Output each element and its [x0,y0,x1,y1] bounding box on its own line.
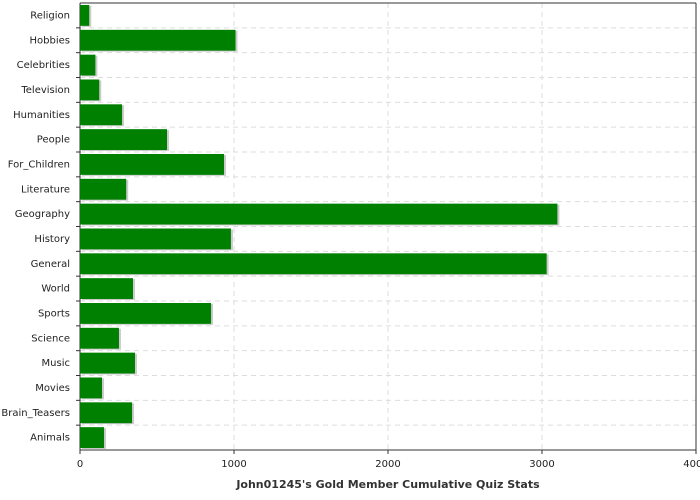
y-tick-label: World [41,284,70,295]
bar [80,79,100,101]
y-tick-label: Brain_Teasers [1,408,70,419]
bar [80,377,103,399]
x-tick-label: 2000 [375,459,400,470]
x-tick-label: 1000 [221,459,246,470]
chart-title: John01245's Gold Member Cumulative Quiz … [235,478,540,491]
bar [80,302,212,324]
bar [80,4,90,26]
bar [80,104,123,126]
x-tick-label: 3000 [529,459,554,470]
bar [80,129,168,151]
y-tick-label: Music [42,358,70,369]
x-tick-label: 0 [77,459,83,470]
y-tick-label: Sports [38,308,70,319]
bar [80,228,231,250]
bar [80,402,133,424]
y-tick-label: Humanities [13,110,70,121]
y-tick-label: Geography [15,209,70,220]
y-tick-label: Literature [21,184,70,195]
bar [80,178,127,200]
bar [80,278,133,300]
y-tick-label: Celebrities [17,60,70,71]
y-tick-label: For_Children [8,159,70,170]
x-tick-label: 4000 [683,459,700,470]
bar [80,54,96,76]
bar [80,427,105,449]
y-tick-label: Religion [30,10,70,21]
y-tick-label: Television [20,85,70,96]
y-tick-label: Movies [35,383,70,394]
bar [80,153,224,175]
y-tick-label: History [34,234,70,245]
bar [80,253,547,275]
y-tick-label: Science [31,333,70,344]
y-tick-label: Animals [30,433,70,444]
bar [80,327,119,349]
y-tick-label: People [37,135,70,146]
bar [80,203,558,225]
y-tick-label: General [31,259,70,270]
y-tick-label: Hobbies [30,35,70,46]
bar [80,352,135,374]
bar [80,29,236,51]
